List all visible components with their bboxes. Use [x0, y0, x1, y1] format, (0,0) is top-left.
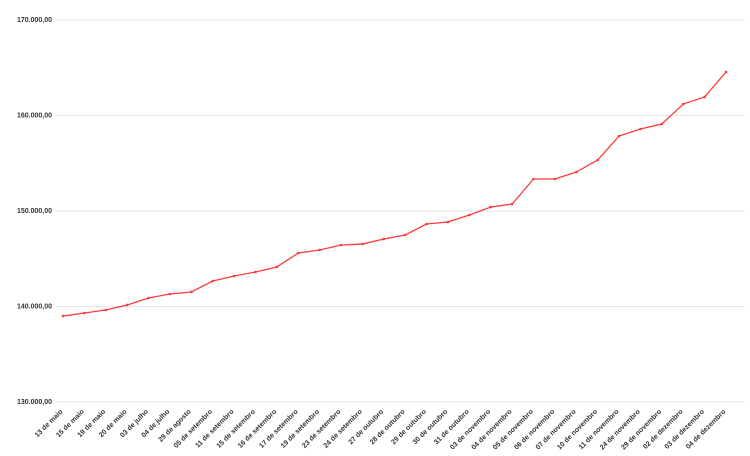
data-point: [617, 134, 621, 138]
x-tick-label: 10 de novembro: [556, 408, 599, 451]
data-point: [724, 70, 728, 74]
x-tick-label: 11 de setembro: [195, 408, 236, 449]
data-point: [681, 102, 685, 106]
y-tick-label: 150.000,00: [17, 208, 52, 215]
y-tick-label: 170.000,00: [17, 17, 52, 24]
data-point: [468, 213, 471, 217]
x-tick-label: 19 de setembro: [280, 408, 321, 449]
data-point: [510, 202, 514, 206]
data-point: [83, 311, 86, 315]
data-point: [660, 122, 664, 126]
data-point: [382, 237, 386, 241]
x-tick-label: 23 de setembro: [301, 408, 342, 449]
data-point: [104, 308, 108, 312]
x-tick-label: 07 de novembro: [535, 408, 578, 451]
data-point: [639, 127, 642, 131]
data-point: [254, 270, 257, 274]
data-point: [168, 292, 172, 296]
x-tick-label: 03 de novembro: [449, 408, 492, 451]
data-point: [425, 222, 428, 226]
data-point: [125, 303, 129, 307]
x-tick-label: 05 de setembro: [173, 408, 214, 449]
x-tick-label: 04 de novembro: [471, 408, 514, 451]
data-line: [62, 71, 727, 317]
data-point: [574, 170, 578, 174]
x-tick-label: 17 de setembro: [258, 408, 299, 449]
data-point: [403, 233, 407, 237]
data-point: [532, 177, 535, 181]
data-point: [232, 274, 236, 278]
x-tick-label: 24 de novembro: [599, 408, 642, 451]
x-tick-label: 29 de novembro: [620, 408, 663, 451]
data-point: [489, 205, 493, 209]
x-tick-label: 15 de setembro: [216, 408, 257, 449]
data-point: [61, 314, 65, 318]
data-point: [361, 242, 364, 246]
data-point: [296, 251, 300, 255]
data-point: [190, 290, 193, 294]
data-point: [275, 265, 279, 269]
x-tick-label: 05 de novembro: [492, 408, 535, 451]
x-tick-label: 11 de novembro: [578, 408, 621, 451]
data-point: [211, 279, 215, 283]
data-point: [553, 177, 557, 181]
x-tick-label: 16 de setembro: [237, 408, 278, 449]
x-tick-label: 03 de dezembro: [664, 408, 706, 450]
x-tick-label: 06 de novembro: [513, 408, 556, 451]
data-point: [318, 248, 321, 252]
y-tick-label: 140.000,00: [17, 304, 52, 311]
data-point: [703, 95, 706, 99]
x-tick-label: 04 de dezembro: [685, 408, 727, 450]
x-tick-label: 02 de dezembro: [642, 408, 684, 450]
y-tick-label: 130.000,00: [17, 399, 52, 406]
data-point: [596, 158, 599, 162]
data-point: [147, 296, 150, 300]
data-point: [339, 243, 343, 247]
data-point: [446, 220, 450, 224]
x-tick-label: 24 de setembro: [323, 408, 364, 449]
y-tick-label: 160.000,00: [17, 113, 52, 120]
